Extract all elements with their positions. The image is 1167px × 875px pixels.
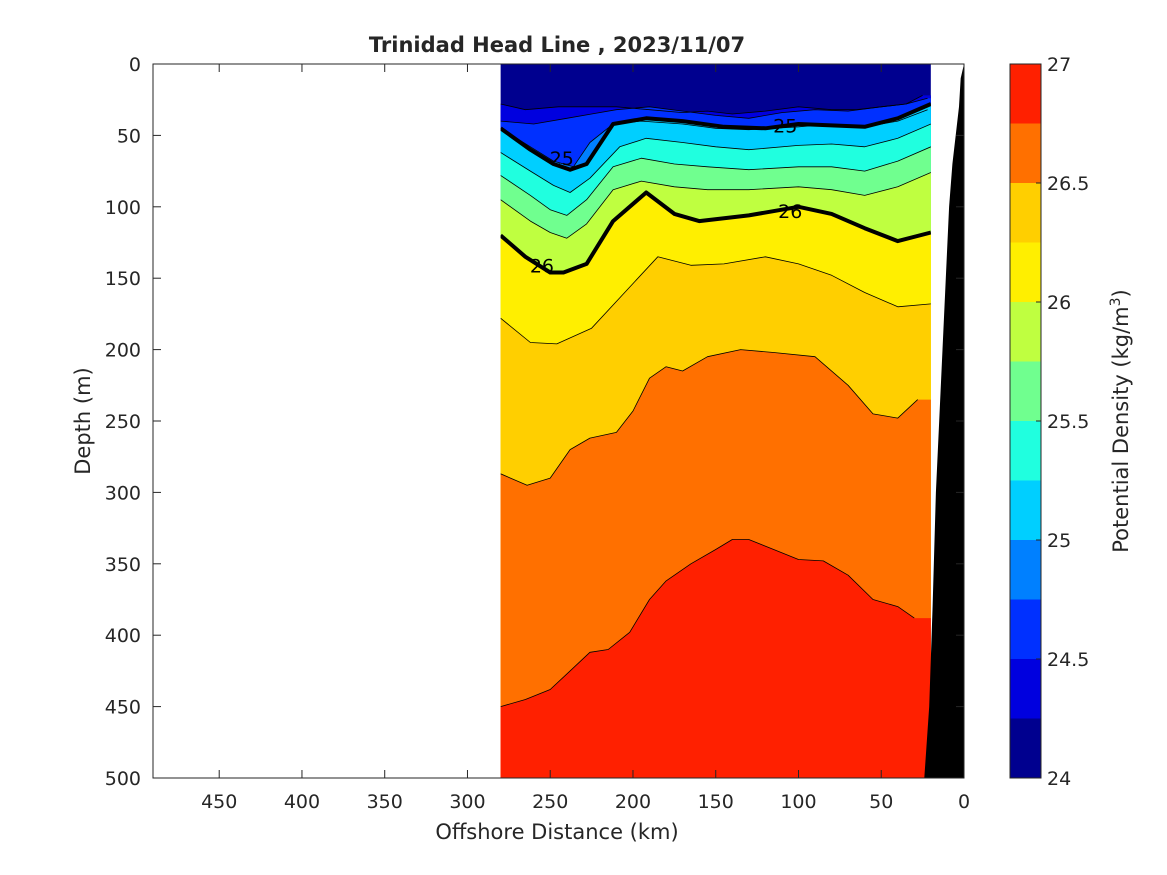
x-tick-label: 150	[698, 791, 734, 813]
x-tick-label: 450	[201, 791, 237, 813]
y-tick-label: 150	[105, 268, 141, 290]
y-tick-label: 0	[129, 54, 141, 76]
contour-line-25.25	[500, 123, 931, 193]
colorbar-swatch	[1010, 123, 1041, 183]
x-axis-label: Offshore Distance (km)	[435, 820, 678, 844]
y-tick-label: 300	[105, 482, 141, 504]
colorbar-swatch	[1010, 540, 1041, 600]
colorbar-swatch	[1010, 421, 1041, 481]
colorbar-tick-label: 24	[1047, 768, 1071, 790]
contour-line-25.75	[500, 172, 931, 239]
colorbar-label: Potential Density (kg/m3)	[1108, 289, 1133, 553]
y-tick-label: 500	[105, 768, 141, 790]
contour-line-25.5	[500, 146, 931, 216]
chart-title: Trinidad Head Line , 2023/11/07	[369, 33, 745, 57]
colorbar-swatch	[1010, 361, 1041, 421]
x-axis-ticks: 450 400 350 300 250 200 150 100 50 0	[201, 64, 970, 813]
y-tick-label: 250	[105, 411, 141, 433]
y-tick-label: 200	[105, 340, 141, 362]
contour-line-26	[500, 190, 931, 275]
colorbar-tick-label: 24.5	[1047, 649, 1089, 671]
x-tick-label: 250	[532, 791, 568, 813]
colorbar-swatch	[1010, 659, 1041, 719]
contour-label-26: 26	[778, 201, 802, 223]
colorbar-label-close: )	[1109, 289, 1133, 297]
x-tick-label: 100	[780, 791, 816, 813]
bathymetry-layer	[924, 64, 964, 778]
x-tick-label: 350	[367, 791, 403, 813]
colorbar-swatch	[1010, 183, 1041, 243]
colorbar-tick-label: 26	[1047, 292, 1071, 314]
colorbar-swatch	[1010, 718, 1041, 778]
contour-line-layer	[500, 95, 931, 707]
contour-line-26.5	[500, 349, 918, 486]
colorbar: 24 24.5 25 25.5 26 26.5 27	[1009, 54, 1089, 790]
colorbar-tick-label: 25	[1047, 530, 1071, 552]
y-tick-label: 50	[117, 125, 141, 147]
contour-line-25	[500, 102, 931, 172]
colorbar-tick-label: 27	[1047, 54, 1071, 76]
colorbar-label-text: Potential Density (kg/m	[1109, 306, 1133, 552]
x-tick-label: 300	[449, 791, 485, 813]
y-tick-label: 400	[105, 625, 141, 647]
contour-fill-layer	[500, 64, 931, 778]
y-tick-label: 350	[105, 554, 141, 576]
y-axis-ticks: 0 50 100 150 200 250 300 350 400 450 500	[105, 54, 964, 790]
colorbar-swatch	[1010, 480, 1041, 540]
colorbar-swatch	[1010, 64, 1041, 124]
contour-line-26.75	[500, 539, 915, 707]
colorbar-swatch	[1010, 302, 1041, 362]
colorbar-tick-label: 25.5	[1047, 411, 1089, 433]
colorbar-tick-label: 26.5	[1047, 173, 1089, 195]
seafloor-bathymetry	[924, 64, 964, 778]
x-tick-label: 0	[958, 791, 970, 813]
contour-label-26: 26	[530, 255, 554, 277]
y-axis-label: Depth (m)	[71, 367, 95, 474]
y-tick-label: 100	[105, 197, 141, 219]
contour-label-layer: 25 25 26 26	[530, 115, 802, 277]
contour-line-24.5	[500, 97, 928, 125]
colorbar-swatch	[1010, 242, 1041, 302]
contour-fill-26.75	[500, 539, 931, 778]
contour-label-25: 25	[773, 115, 797, 137]
contour-label-25: 25	[550, 148, 574, 170]
y-tick-label: 450	[105, 697, 141, 719]
colorbar-label-superscript: 3	[1108, 297, 1124, 306]
x-tick-label: 200	[615, 791, 651, 813]
contour-line-26.25	[500, 256, 931, 345]
colorbar-swatch	[1010, 599, 1041, 659]
x-tick-label: 400	[284, 791, 320, 813]
x-tick-label: 50	[869, 791, 893, 813]
